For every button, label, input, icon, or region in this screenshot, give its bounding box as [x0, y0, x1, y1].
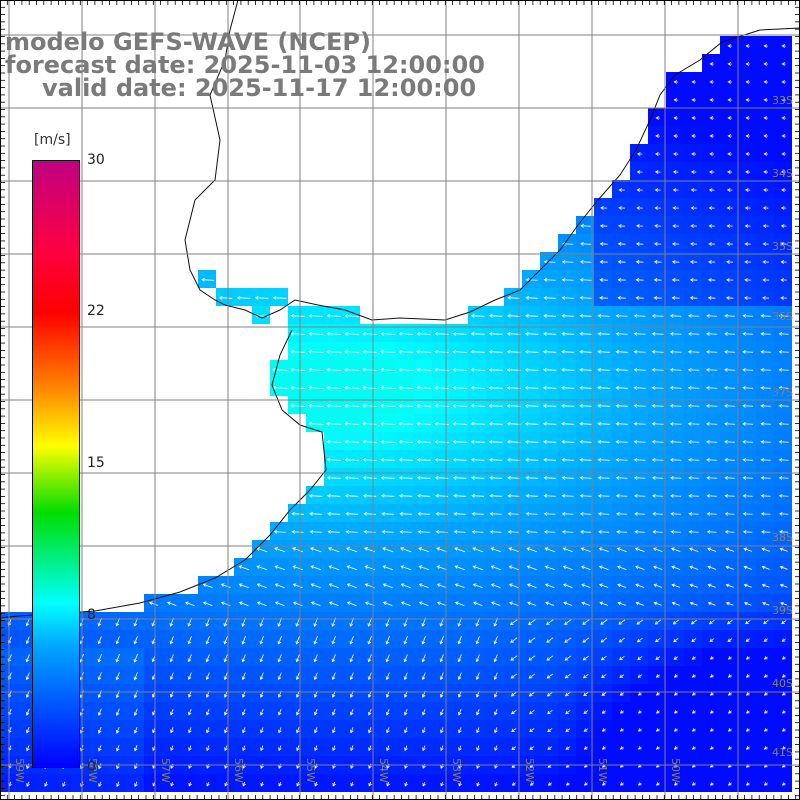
coastline [0, 0, 800, 619]
lat-label: 41S [772, 746, 793, 759]
lon-label: 55W [304, 758, 317, 783]
lat-label: 40S [772, 677, 793, 690]
colorbar-tick-0: 0 [87, 759, 96, 775]
colorbar-tick-8: 8 [87, 607, 96, 623]
lat-label: 39S [772, 604, 793, 617]
wind-speed-field [0, 36, 792, 792]
lon-label: 51W [596, 758, 609, 783]
lat-label: 37S [772, 386, 793, 399]
model-title: modelo GEFS-WAVE (NCEP) [5, 28, 371, 56]
colorbar-unit: [m/s] [34, 132, 71, 148]
colorbar-tick-22: 22 [87, 303, 105, 319]
lon-label: 52W [523, 758, 536, 783]
lat-label: 38S [772, 531, 793, 544]
valid-date: valid date: 2025-11-17 12:00:00 [42, 74, 477, 102]
wind-vector-field [7, 44, 789, 788]
latitude-labels: 33S 34S 35S 36S 37S 38S 39S 40S 41S [772, 94, 793, 759]
lat-label: 36S [772, 310, 793, 323]
colorbar [32, 160, 80, 768]
lon-label: 57W [159, 758, 172, 783]
lon-label: 56W [232, 758, 245, 783]
longitude-labels: 59W 58W 57W 56W 55W 54W 53W 52W 51W 50W [13, 758, 682, 783]
forecast-date: forecast date: 2025-11-03 12:00:00 [5, 51, 485, 79]
lat-label: 35S [772, 240, 793, 253]
lon-label: 50W [669, 758, 682, 783]
lat-label: 33S [772, 94, 793, 107]
lon-label: 59W [13, 758, 26, 783]
lon-label: 53W [450, 758, 463, 783]
colorbar-tick-15: 15 [87, 455, 105, 471]
lon-label: 54W [377, 758, 390, 783]
colorbar-tick-30: 30 [87, 152, 105, 168]
lat-label: 34S [772, 167, 793, 180]
lon-label: 58W [86, 758, 99, 783]
